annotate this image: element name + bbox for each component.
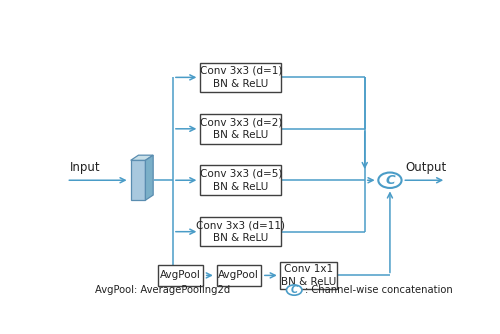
Text: AvgPool: AvgPool — [218, 271, 259, 281]
Text: Output: Output — [406, 161, 446, 174]
FancyBboxPatch shape — [280, 262, 336, 289]
Text: C: C — [385, 174, 395, 187]
Text: Conv 3x3 (d=2)
BN & ReLU: Conv 3x3 (d=2) BN & ReLU — [200, 117, 282, 140]
Polygon shape — [130, 155, 153, 160]
FancyBboxPatch shape — [200, 62, 281, 92]
FancyBboxPatch shape — [158, 265, 203, 286]
FancyBboxPatch shape — [200, 114, 281, 144]
Text: Input: Input — [70, 161, 101, 174]
Text: AvgPool: AvgPool — [160, 271, 201, 281]
Text: Conv 3x3 (d=5)
BN & ReLU: Conv 3x3 (d=5) BN & ReLU — [200, 169, 282, 192]
Text: Conv 1x1
BN & ReLU: Conv 1x1 BN & ReLU — [281, 264, 336, 287]
Text: Conv 3x3 (d=11)
BN & ReLU: Conv 3x3 (d=11) BN & ReLU — [196, 220, 285, 243]
Text: : Channel-wise concatenation: : Channel-wise concatenation — [305, 285, 453, 295]
Text: AvgPool: AveragePooling2d: AvgPool: AveragePooling2d — [96, 285, 230, 295]
FancyBboxPatch shape — [200, 217, 281, 246]
Circle shape — [378, 173, 402, 188]
Text: Conv 3x3 (d=1)
BN & ReLU: Conv 3x3 (d=1) BN & ReLU — [200, 66, 282, 89]
FancyBboxPatch shape — [130, 160, 146, 200]
Circle shape — [286, 285, 302, 295]
FancyBboxPatch shape — [216, 265, 261, 286]
Text: C: C — [290, 285, 298, 295]
FancyBboxPatch shape — [200, 165, 281, 195]
Polygon shape — [146, 155, 153, 200]
